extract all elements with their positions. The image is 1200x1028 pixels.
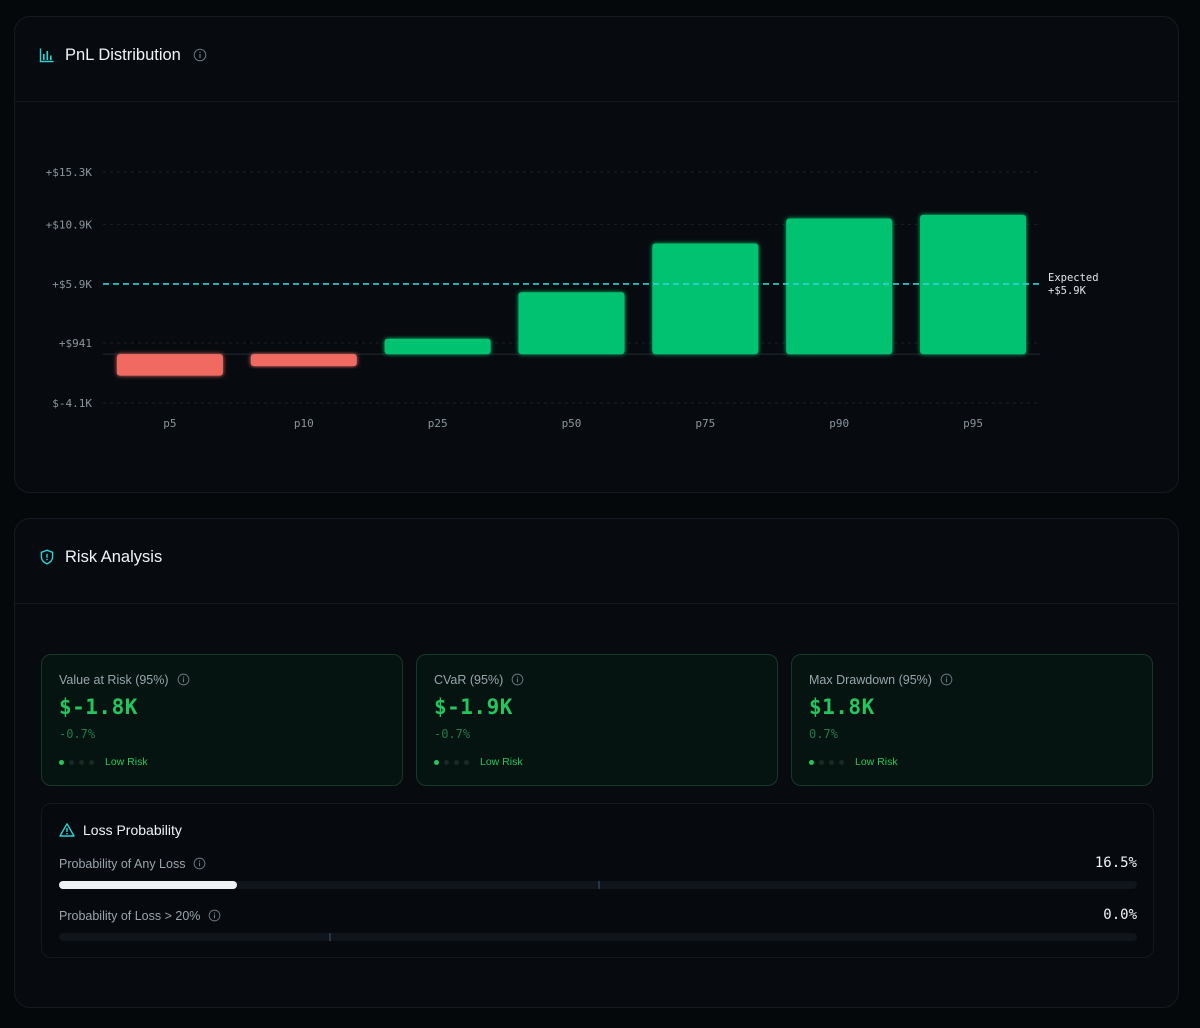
y-tick-label: +$5.9K xyxy=(52,278,92,291)
info-icon[interactable] xyxy=(208,909,222,923)
risk-level-label: Low Risk xyxy=(480,756,523,768)
y-tick-label: +$15.3K xyxy=(46,166,93,179)
prob-bar-track xyxy=(59,933,1137,941)
metric-var: Value at Risk (95%) $-1.8K -0.7% Low Ris… xyxy=(41,654,403,786)
prob-bar-marker xyxy=(329,933,331,941)
bar-p5 xyxy=(116,354,223,376)
bar-p90 xyxy=(786,218,893,355)
risk-dot xyxy=(829,759,834,765)
risk-dot xyxy=(59,759,64,765)
metric-pct: 0.7% xyxy=(809,727,838,741)
metric-pct: -0.7% xyxy=(59,727,96,741)
prob-bar-marker xyxy=(598,881,600,889)
risk-dot xyxy=(464,759,469,765)
risk-header: Risk Analysis xyxy=(39,545,162,569)
metric-value: $1.8K xyxy=(809,695,875,719)
x-tick-label: p5 xyxy=(163,417,176,430)
risk-level-indicator: Low Risk xyxy=(434,756,523,768)
info-icon[interactable] xyxy=(193,48,207,62)
shield-icon xyxy=(39,549,55,565)
header-divider xyxy=(15,101,1178,102)
risk-title: Risk Analysis xyxy=(65,547,163,566)
bar-p25 xyxy=(384,338,491,355)
info-icon[interactable] xyxy=(940,673,954,687)
risk-level-indicator: Low Risk xyxy=(59,756,148,768)
metric-value: $-1.9K xyxy=(434,695,513,719)
risk-dot xyxy=(839,759,844,765)
x-tick-label: p25 xyxy=(428,417,448,430)
risk-dot xyxy=(69,759,74,765)
bar-p50 xyxy=(518,292,625,355)
metric-label: Max Drawdown (95%) xyxy=(809,673,932,687)
header-divider xyxy=(15,603,1178,604)
risk-level-label: Low Risk xyxy=(105,756,148,768)
loss-title: Loss Probability xyxy=(83,822,182,838)
x-tick-label: p75 xyxy=(695,417,715,430)
bar-chart-icon xyxy=(39,47,55,63)
metric-pct: -0.7% xyxy=(434,727,471,741)
pnl-distribution-card: PnL Distribution +$15.3K +$10.9K +$5.9K +$9… xyxy=(14,16,1179,493)
metric-value: $-1.8K xyxy=(59,695,138,719)
metric-max-drawdown: Max Drawdown (95%) $1.8K 0.7% Low Risk xyxy=(791,654,1153,786)
prob-label: Probability of Loss > 20% xyxy=(59,909,201,923)
risk-dot xyxy=(809,759,814,765)
prob-value: 16.5% xyxy=(1094,855,1137,871)
risk-analysis-card: Risk Analysis Value at Risk (95%) $-1.8K… xyxy=(14,518,1179,1008)
bar-p10 xyxy=(250,354,357,367)
pnl-title: PnL Distribution xyxy=(65,45,181,64)
loss-probability-panel: Loss Probability Probability of Any Loss… xyxy=(41,803,1154,958)
pnl-chart: +$15.3K +$10.9K +$5.9K +$941 $-4.1K p5 p10 p25 p… xyxy=(46,166,1099,430)
y-tick-label: +$941 xyxy=(59,337,92,350)
risk-dot xyxy=(434,759,439,765)
x-tick-label: p95 xyxy=(963,417,983,430)
prob-bar-track xyxy=(59,881,1137,889)
warning-icon xyxy=(59,822,75,838)
pnl-header: PnL Distribution xyxy=(39,43,207,67)
x-tick-label: p10 xyxy=(294,417,314,430)
metric-cvar: CVaR (95%) $-1.9K -0.7% Low Risk xyxy=(416,654,778,786)
risk-level-label: Low Risk xyxy=(855,756,898,768)
prob-bar-fill xyxy=(59,881,237,889)
expected-value-label: +$5.9K xyxy=(1048,285,1087,297)
y-tick-label: $-4.1K xyxy=(52,397,92,410)
metric-label: Value at Risk (95%) xyxy=(59,673,169,687)
metric-label: CVaR (95%) xyxy=(434,673,504,687)
bar-p75 xyxy=(652,243,759,355)
risk-dot xyxy=(454,759,459,765)
expected-label: Expected xyxy=(1048,272,1099,284)
info-icon[interactable] xyxy=(511,673,525,687)
info-icon[interactable] xyxy=(177,673,191,687)
x-tick-label: p50 xyxy=(562,417,582,430)
risk-dot xyxy=(444,759,449,765)
y-tick-label: +$10.9K xyxy=(46,218,93,231)
risk-dot xyxy=(79,759,84,765)
x-tick-label: p90 xyxy=(829,417,849,430)
prob-value: 0.0% xyxy=(1103,907,1137,923)
prob-label: Probability of Any Loss xyxy=(59,857,186,871)
risk-level-indicator: Low Risk xyxy=(809,756,898,768)
risk-dot xyxy=(89,759,94,765)
risk-dot xyxy=(819,759,824,765)
info-icon[interactable] xyxy=(193,857,207,871)
